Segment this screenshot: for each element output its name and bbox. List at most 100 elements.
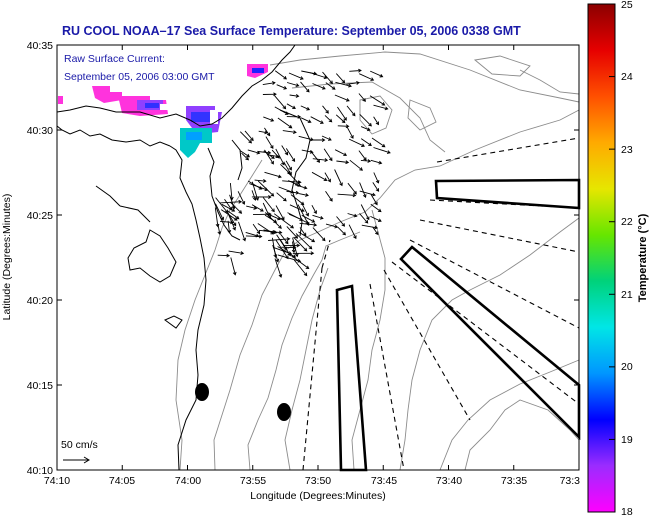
x-tick-5: 73:45 <box>371 475 397 487</box>
current-vector <box>335 114 346 124</box>
current-vector <box>370 203 382 213</box>
current-vector <box>286 82 300 88</box>
dump-site-east <box>277 403 291 421</box>
colorbar-tick-20: 20 <box>621 361 633 373</box>
scale-arrow <box>63 456 90 464</box>
map-panel: Raw Surface Current: September 05, 2006 … <box>56 44 581 472</box>
current-vector <box>264 171 282 179</box>
scale-arrow-label: 50 cm/s <box>61 439 98 451</box>
surface-current-vectors <box>214 68 391 278</box>
current-vector <box>283 162 292 176</box>
current-vector <box>370 215 382 223</box>
current-vector <box>239 150 251 158</box>
current-vector <box>336 160 350 165</box>
current-vector <box>360 138 372 146</box>
current-vector <box>239 131 253 144</box>
current-vector <box>369 95 386 106</box>
current-vector <box>258 130 269 135</box>
current-vector <box>371 137 386 148</box>
x-tick-7: 73:35 <box>501 475 527 487</box>
current-vector <box>373 147 391 154</box>
current-vector <box>322 71 333 85</box>
x-tick-6: 73:40 <box>436 475 462 487</box>
current-vector <box>359 113 372 127</box>
current-vector <box>285 160 292 171</box>
current-vector <box>275 148 285 166</box>
current-vector <box>373 116 379 126</box>
current-vector <box>347 213 358 218</box>
y-tick-1: 40:30 <box>27 125 53 137</box>
current-vector <box>360 204 370 221</box>
current-vector <box>299 222 318 227</box>
current-vector <box>361 224 379 230</box>
current-vector <box>274 258 283 278</box>
current-vector <box>370 70 384 78</box>
current-vector <box>249 183 269 192</box>
current-vector <box>292 251 315 256</box>
current-vector <box>278 186 295 194</box>
current-vector <box>286 103 296 110</box>
current-vector <box>358 93 366 102</box>
current-vector <box>358 150 367 161</box>
current-vector <box>310 116 324 124</box>
current-vector <box>263 150 275 159</box>
figure-title: RU COOL NOAA–17 Sea Surface Temperature:… <box>62 24 521 38</box>
x-tick-3: 73:55 <box>240 475 266 487</box>
current-vector <box>282 180 302 185</box>
current-vector <box>214 207 220 228</box>
x-tick-2: 74:00 <box>175 475 201 487</box>
current-vector <box>228 250 245 256</box>
y-tick-3: 40:20 <box>27 295 53 307</box>
current-vector <box>335 73 346 84</box>
current-vector <box>282 130 297 135</box>
y-axis-label: Latitude (Degrees:Minutes) <box>1 194 13 321</box>
current-vector <box>262 92 277 97</box>
current-vector <box>348 138 365 147</box>
current-vector <box>348 224 357 240</box>
current-vector <box>280 233 289 245</box>
current-vector <box>294 184 308 190</box>
sst-pixels <box>58 64 268 158</box>
current-vector <box>251 204 264 212</box>
current-vector <box>228 213 237 227</box>
current-vector <box>295 233 313 250</box>
current-vector <box>238 221 247 242</box>
current-vector <box>359 190 376 197</box>
x-axis: 74:10 74:05 74:00 73:55 73:50 73:45 73:4… <box>44 44 580 502</box>
current-vector <box>324 115 333 123</box>
current-vector <box>337 226 347 236</box>
y-tick-4: 40:15 <box>27 380 53 392</box>
colorbar-tick-23: 23 <box>621 144 633 156</box>
current-vector <box>325 190 333 202</box>
current-vector <box>310 72 328 80</box>
current-vector <box>337 106 347 121</box>
current-vector <box>346 105 356 117</box>
colorbar-label: Temperature (°C) <box>637 213 649 302</box>
current-vector <box>276 84 288 90</box>
y-tick-2: 40:25 <box>27 210 53 222</box>
current-vector <box>335 81 352 88</box>
current-vector <box>245 234 263 239</box>
current-vector <box>289 94 300 98</box>
current-vector <box>227 210 240 220</box>
current-vector <box>241 152 250 161</box>
current-vector <box>265 136 274 149</box>
current-vector <box>349 68 362 73</box>
current-vector <box>276 192 287 202</box>
current-vector <box>312 214 324 220</box>
current-vector <box>324 172 331 183</box>
current-vector <box>262 81 276 86</box>
current-vector <box>373 104 389 111</box>
current-vector <box>359 213 369 224</box>
current-vector <box>311 171 328 182</box>
current-vector <box>244 130 254 142</box>
current-vector <box>310 150 321 163</box>
current-vector <box>334 149 348 157</box>
current-vector <box>221 203 236 212</box>
current-vector <box>247 149 261 155</box>
current-vector <box>312 227 326 242</box>
current-vector <box>334 169 343 187</box>
current-vector <box>312 158 329 163</box>
current-vector <box>349 159 363 171</box>
